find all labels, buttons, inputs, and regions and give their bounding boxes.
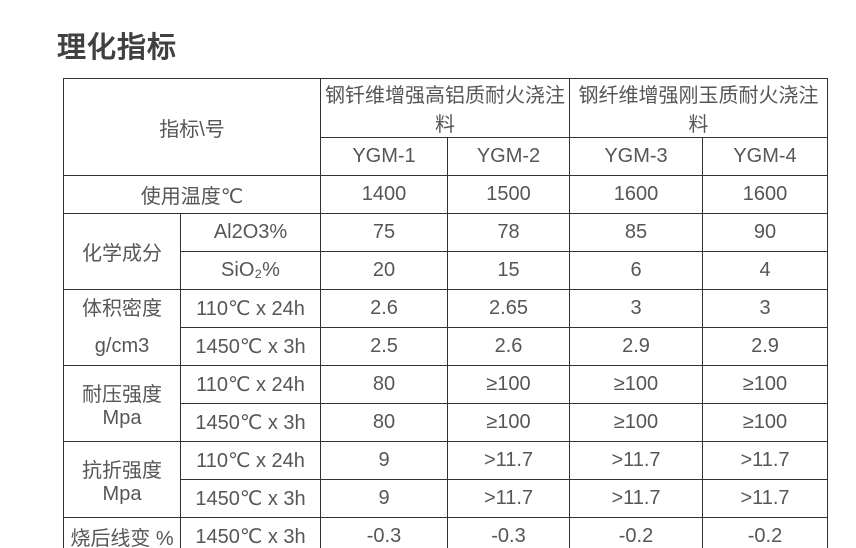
row-group-label-line1: 体积密度 (82, 297, 162, 320)
cell-value: 1600 (702, 175, 828, 214)
table-row-service-temp: 使用温度℃ 1400 1500 1600 1600 (63, 175, 828, 214)
cell-value: ≥100 (447, 403, 570, 442)
cell-value: 80 (320, 365, 448, 404)
column-group-high-alumina: 钢钎维增强高铝质耐火浇注料 (320, 78, 570, 138)
row-condition-label: 110℃ x 24h (180, 441, 321, 480)
cell-value: 15 (447, 251, 570, 290)
cell-value: 2.65 (447, 289, 570, 328)
table-row-compressive-1450: 1450℃ x 3h 80 ≥100 ≥100 ≥100 (64, 403, 828, 442)
table-row-flexural-110: 抗折强度Mpa 110℃ x 24h 9 >11.7 >11.7 >11.7 (63, 441, 828, 518)
cell-value: ≥100 (569, 403, 703, 442)
table-row-linear-change: 烧后线变 % 1450℃ x 3h -0.3 -0.3 -0.2 -0.2 (63, 517, 828, 548)
cell-value: 20 (320, 251, 448, 290)
cell-value: >11.7 (569, 441, 703, 480)
table-row-al2o3: 化学成分 Al2O3% 75 78 85 90 (63, 213, 828, 290)
row-condition-label: 1450℃ x 3h (180, 403, 321, 442)
cell-value: -0.3 (320, 517, 448, 548)
row-condition-label: 1450℃ x 3h (180, 517, 321, 548)
cell-value: 3 (702, 289, 828, 328)
cell-value: 1600 (569, 175, 703, 214)
table-row-compressive-110: 耐压强度Mpa 110℃ x 24h 80 ≥100 ≥100 ≥100 (63, 365, 828, 442)
row-group-label: 烧后线变 % (63, 517, 181, 548)
header-row-groups: 指标\号 钢钎维增强高铝质耐火浇注料 钢纤维增强刚玉质耐火浇注料 (63, 78, 828, 176)
table-row-flexural-1450: 1450℃ x 3h 9 >11.7 >11.7 >11.7 (64, 479, 828, 518)
cell-value: 4 (702, 251, 828, 290)
cell-value: >11.7 (702, 441, 828, 480)
row-group-label-line2: g/cm3 (94, 334, 150, 357)
row-condition-label: Al2O3% (180, 213, 321, 252)
column-header-ygm-2: YGM-2 (447, 137, 570, 176)
cell-value: 78 (447, 213, 570, 252)
cell-value: -0.2 (569, 517, 703, 548)
header-row-models: YGM-1 YGM-2 YGM-3 YGM-4 (64, 137, 828, 176)
cell-value: 75 (320, 213, 448, 252)
cell-value: ≥100 (702, 365, 828, 404)
cell-value: 9 (320, 441, 448, 480)
cell-value: 2.6 (320, 289, 448, 328)
row-group-label: 耐压强度Mpa (63, 365, 181, 442)
row-condition-label: 110℃ x 24h (180, 289, 321, 328)
cell-value: 2.5 (320, 327, 448, 366)
row-condition-label: 1450℃ x 3h (180, 479, 321, 518)
cell-value: 2.6 (447, 327, 570, 366)
cell-value: >11.7 (447, 479, 570, 518)
cell-value: 90 (702, 213, 828, 252)
cell-value: 3 (569, 289, 703, 328)
cell-value: 2.9 (702, 327, 828, 366)
corner-header: 指标\号 (63, 78, 321, 176)
cell-value: -0.3 (447, 517, 570, 548)
row-condition-label: 1450℃ x 3h (180, 327, 321, 366)
cell-value: 80 (320, 403, 448, 442)
row-group-label: 化学成分 (63, 213, 181, 290)
row-group-label: 使用温度℃ (63, 175, 321, 214)
page-title: 理化指标 (57, 32, 178, 64)
cell-value: 9 (320, 479, 448, 518)
cell-value: >11.7 (447, 441, 570, 480)
row-group-label: 抗折强度Mpa (63, 441, 181, 518)
column-header-ygm-4: YGM-4 (702, 137, 828, 176)
cell-value: 1500 (447, 175, 570, 214)
cell-value: >11.7 (702, 479, 828, 518)
row-condition-label: SiO₂% (180, 251, 321, 290)
row-condition-label: 110℃ x 24h (180, 365, 321, 404)
cell-value: >11.7 (569, 479, 703, 518)
cell-value: 6 (569, 251, 703, 290)
table-row-density-110: 体积密度 g/cm3 110℃ x 24h 2.6 2.65 3 3 (63, 289, 828, 366)
cell-value: ≥100 (569, 365, 703, 404)
column-header-ygm-3: YGM-3 (569, 137, 703, 176)
cell-value: ≥100 (702, 403, 828, 442)
row-group-label: 体积密度 g/cm3 (63, 289, 181, 366)
table-row-sio2: SiO₂% 20 15 6 4 (64, 251, 828, 290)
cell-value: 1400 (320, 175, 448, 214)
column-header-ygm-1: YGM-1 (320, 137, 448, 176)
column-group-corundum: 钢纤维增强刚玉质耐火浇注料 (569, 78, 828, 138)
cell-value: ≥100 (447, 365, 570, 404)
spec-table: 指标\号 钢钎维增强高铝质耐火浇注料 钢纤维增强刚玉质耐火浇注料 YGM-1 Y… (63, 78, 828, 548)
cell-value: 2.9 (569, 327, 703, 366)
cell-value: 85 (569, 213, 703, 252)
cell-value: -0.2 (702, 517, 828, 548)
